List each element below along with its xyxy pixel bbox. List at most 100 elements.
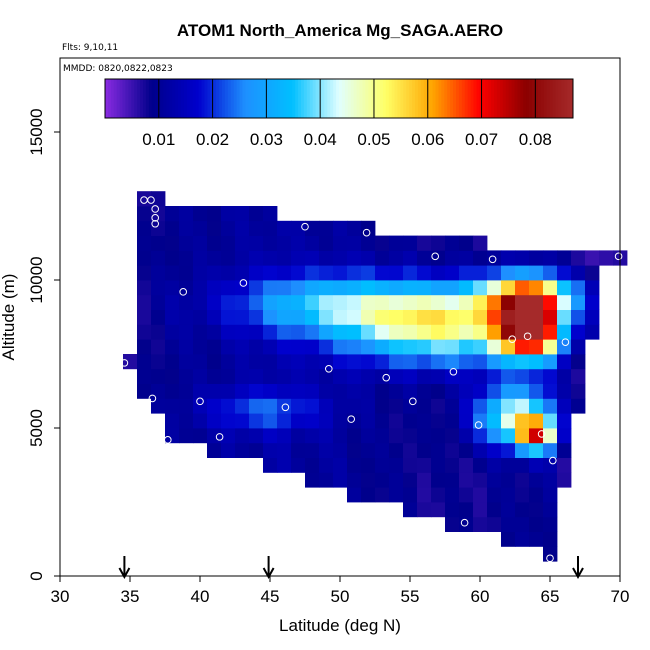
heatmap-cell: [347, 250, 362, 266]
heatmap-cell: [557, 265, 572, 281]
heatmap-cell: [277, 220, 292, 236]
heatmap-cell: [263, 235, 278, 251]
heatmap-cell: [263, 265, 278, 281]
heatmap-cell: [277, 457, 292, 473]
heatmap-cell: [459, 413, 474, 429]
heatmap-cell: [529, 413, 544, 429]
heatmap-cell: [207, 354, 222, 370]
colorbar-segment: [163, 79, 167, 118]
heatmap-cell: [543, 428, 558, 444]
heatmap-cell: [291, 368, 306, 384]
colorbar-segment: [137, 79, 141, 118]
heatmap-cell: [445, 457, 460, 473]
sample-point: [196, 397, 204, 406]
heatmap-cell: [179, 413, 194, 429]
heatmap-cell: [291, 354, 306, 370]
dates-subtitle: MMDD: 0820,0822,0823: [63, 64, 173, 74]
heatmap-cell: [207, 428, 222, 444]
heatmap-cell: [543, 383, 558, 399]
heatmap-cell: [319, 250, 334, 266]
heatmap-cell: [445, 516, 460, 532]
heatmap-cell: [221, 354, 236, 370]
heatmap-cell: [543, 531, 558, 547]
heatmap-cell: [277, 309, 292, 325]
colorbar-segment: [222, 79, 226, 118]
colorbar-segment: [230, 79, 235, 118]
colorbar-frame: [104, 78, 574, 119]
heatmap-cell: [207, 294, 222, 310]
heatmap-cell: [361, 472, 376, 488]
colorbar-segment: [429, 79, 434, 118]
heatmap-cell: [221, 250, 236, 266]
heatmap-cell: [221, 235, 236, 251]
heatmap-cell: [557, 428, 572, 444]
heatmap-cell: [165, 294, 180, 310]
sample-point: [382, 373, 391, 382]
heatmap-cell: [431, 324, 446, 340]
heatmap-cell: [277, 354, 292, 370]
heatmap-cell: [515, 516, 530, 532]
colorbar-segment: [181, 79, 185, 118]
heatmap-cell: [193, 339, 208, 355]
heatmap-cell: [487, 442, 502, 458]
heatmap-cell: [571, 324, 586, 340]
heatmap-cell: [501, 250, 516, 266]
heatmap-cell: [179, 398, 194, 414]
colorbar-segment: [315, 79, 320, 118]
colorbar-segment: [456, 79, 460, 118]
heatmap-cell: [361, 383, 376, 399]
colorbar-segment: [330, 79, 334, 118]
x-tick-label: 45: [261, 587, 280, 606]
colorbar-segment: [520, 79, 524, 118]
heatmap-cell: [571, 265, 586, 281]
heatmap-cell: [333, 368, 348, 384]
colorbar-segment: [435, 79, 439, 118]
heatmap-cell: [193, 220, 208, 236]
heatmap-cell: [291, 294, 306, 310]
colorbar-segment: [110, 79, 115, 118]
heatmap-cell: [151, 339, 166, 355]
colorbar-segment: [517, 79, 521, 118]
colorbar-tick-label: 0.06: [411, 130, 444, 149]
heatmap-cell: [361, 235, 376, 251]
heatmap-cell: [529, 487, 544, 503]
colorbar-segment: [526, 79, 530, 118]
sample-point: [301, 222, 309, 231]
heatmap-cell: [473, 516, 488, 532]
heatmap-cell: [403, 487, 418, 503]
heatmap-cell: [165, 309, 180, 325]
colorbar-segment: [306, 79, 311, 118]
heatmap-cell: [501, 280, 516, 296]
sample-points: [120, 196, 623, 563]
heatmap-cell: [249, 354, 264, 370]
heatmap-cell: [235, 235, 250, 251]
colorbar-segment: [154, 79, 159, 118]
heatmap-cell: [375, 398, 390, 414]
heatmap-cell: [319, 383, 334, 399]
heatmap-cell: [473, 457, 488, 473]
heatmap-cell: [179, 324, 194, 340]
heatmap-cell: [501, 324, 516, 340]
heatmap-cell: [459, 442, 474, 458]
heatmap-cell: [319, 309, 334, 325]
colorbar-segment: [368, 79, 372, 118]
colorbar-segment: [277, 79, 281, 118]
heatmap-cell: [319, 442, 334, 458]
colorbar-segment: [219, 79, 223, 118]
heatmap-cell: [431, 339, 446, 355]
heatmap-cell: [137, 235, 152, 251]
x-tick-label: 30: [51, 587, 70, 606]
heatmap-cell: [445, 383, 460, 399]
heatmap-cell: [347, 368, 362, 384]
heatmap-cell: [515, 339, 530, 355]
heatmap-cell: [529, 265, 544, 281]
heatmap-cell: [571, 354, 586, 370]
heatmap-cell: [165, 220, 180, 236]
heatmap-cell: [459, 398, 474, 414]
heatmap-cell: [599, 250, 614, 266]
heatmap-cell: [137, 339, 152, 355]
colorbar-segment: [265, 79, 270, 118]
colorbar-tick-label: 0.07: [465, 130, 498, 149]
heatmap-cell: [375, 413, 390, 429]
colorbar-segment: [441, 79, 445, 118]
